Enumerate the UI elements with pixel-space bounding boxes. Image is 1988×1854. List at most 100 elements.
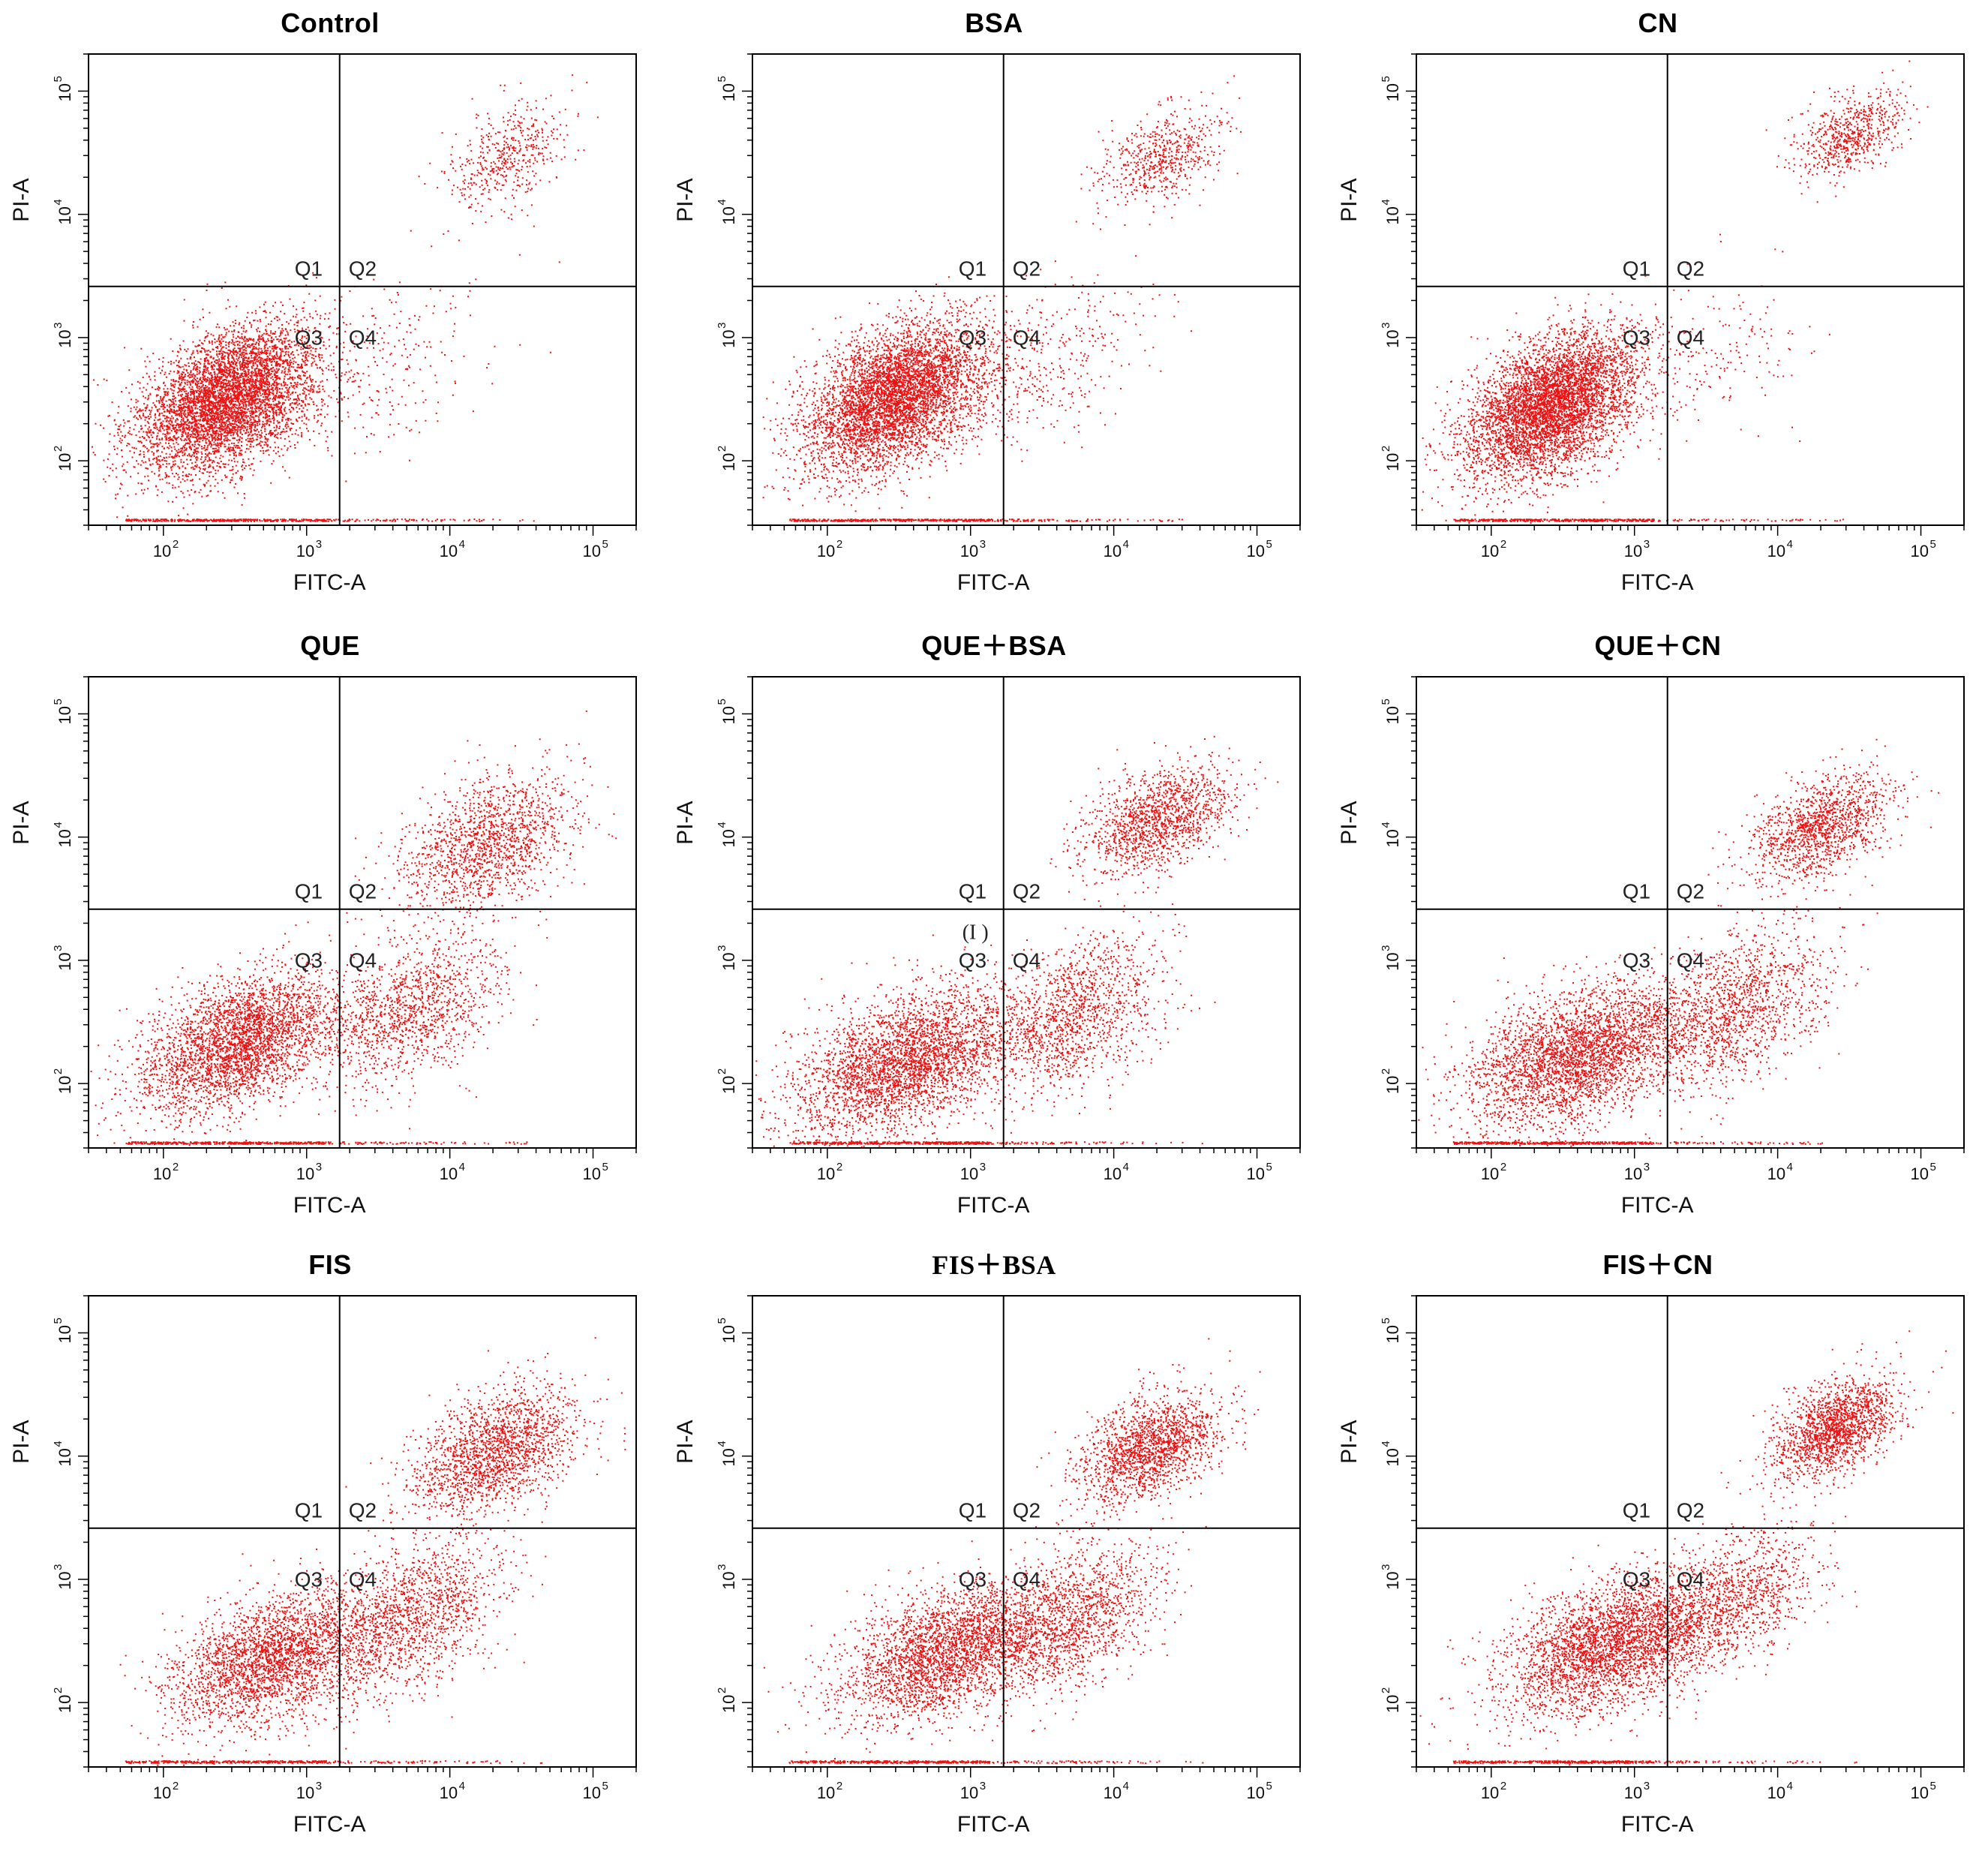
x-tick-label: 10 3 bbox=[1624, 1780, 1650, 1802]
axis-ticks bbox=[1406, 1295, 1965, 1777]
cell-events bbox=[1418, 738, 1940, 1147]
y-axis-label: PI-A bbox=[9, 1420, 34, 1464]
q4-label: Q4 bbox=[1677, 326, 1704, 350]
y-tick-label: 103 bbox=[1380, 945, 1402, 971]
panel-fis: FIS Q1 Q2 Q3 Q4 10 2 10 3 10 4 10 5 10 2 10 3 10 4 10 5 FITC… bbox=[0, 1242, 660, 1842]
svg-text:10: 10 bbox=[296, 1783, 314, 1802]
q4-label: Q4 bbox=[1677, 1568, 1704, 1591]
svg-text:10: 10 bbox=[1383, 1695, 1402, 1713]
y-tick-label: 103 bbox=[52, 323, 74, 348]
cell-events bbox=[90, 710, 617, 1148]
svg-text:2: 2 bbox=[836, 1780, 842, 1792]
x-tick-label: 10 4 bbox=[1104, 1161, 1129, 1183]
svg-text:10: 10 bbox=[56, 952, 74, 970]
svg-text:10: 10 bbox=[56, 206, 74, 224]
x-tick-label: 10 3 bbox=[296, 1780, 322, 1802]
q2-label: Q2 bbox=[349, 1499, 377, 1522]
svg-text:3: 3 bbox=[1380, 323, 1392, 329]
axis-ticks bbox=[1406, 53, 1965, 536]
svg-text:10: 10 bbox=[960, 542, 978, 560]
panel-title: QUE＋CN bbox=[1594, 630, 1722, 661]
y-tick-label: 104 bbox=[716, 822, 738, 847]
svg-text:5: 5 bbox=[1930, 538, 1936, 551]
svg-text:4: 4 bbox=[1380, 199, 1392, 205]
x-tick-label: 10 3 bbox=[960, 538, 986, 560]
svg-text:10: 10 bbox=[1383, 453, 1402, 471]
svg-text:10: 10 bbox=[1383, 1571, 1402, 1589]
svg-text:2: 2 bbox=[1380, 1687, 1392, 1693]
svg-text:4: 4 bbox=[1787, 1161, 1793, 1173]
axis-ticks bbox=[742, 53, 1301, 536]
y-tick-label: 102 bbox=[1380, 1068, 1402, 1094]
axis-ticks bbox=[742, 1295, 1301, 1777]
svg-text:2: 2 bbox=[173, 1161, 179, 1173]
svg-text:5: 5 bbox=[1266, 1161, 1272, 1173]
x-tick-label: 10 3 bbox=[960, 1161, 986, 1183]
svg-text:10: 10 bbox=[56, 83, 74, 101]
y-tick-label: 105 bbox=[1380, 1318, 1402, 1343]
x-tick-label: 10 2 bbox=[817, 1780, 842, 1802]
x-tick-label: 10 2 bbox=[1481, 1780, 1506, 1802]
panel-title: FIS bbox=[308, 1249, 352, 1280]
data-points bbox=[763, 1338, 1261, 1764]
svg-text:10: 10 bbox=[1383, 829, 1402, 847]
svg-text:3: 3 bbox=[980, 538, 986, 551]
data-points bbox=[762, 75, 1242, 522]
x-tick-label: 10 5 bbox=[1911, 538, 1936, 560]
y-tick-label: 104 bbox=[1380, 199, 1402, 224]
svg-text:10: 10 bbox=[1911, 1164, 1929, 1183]
svg-text:10: 10 bbox=[1767, 1783, 1785, 1802]
svg-text:10: 10 bbox=[1104, 1783, 1122, 1802]
svg-text:3: 3 bbox=[716, 1564, 728, 1570]
y-axis-label: PI-A bbox=[9, 801, 34, 845]
x-tick-label: 10 3 bbox=[1624, 538, 1650, 560]
svg-text:10: 10 bbox=[1383, 1325, 1402, 1343]
panel-que-bsa: QUE＋BSA Q1 Q2 Q3 Q4 (I ) 10 2 10 3 10 4 10 5 10 2 10 3 10… bbox=[664, 623, 1324, 1223]
svg-text:5: 5 bbox=[1380, 699, 1392, 705]
svg-text:4: 4 bbox=[1380, 1441, 1392, 1447]
svg-text:3: 3 bbox=[1644, 1780, 1650, 1792]
x-tick-label: 10 5 bbox=[583, 538, 608, 560]
q3-label: Q3 bbox=[295, 1568, 323, 1591]
svg-text:10: 10 bbox=[56, 829, 74, 847]
svg-text:5: 5 bbox=[1266, 538, 1272, 551]
q2-label: Q2 bbox=[1013, 1499, 1041, 1522]
svg-text:2: 2 bbox=[836, 1161, 842, 1173]
svg-text:4: 4 bbox=[1787, 1780, 1793, 1792]
q3-label: Q3 bbox=[1623, 326, 1650, 350]
svg-text:10: 10 bbox=[960, 1783, 978, 1802]
y-tick-label: 102 bbox=[1380, 1687, 1402, 1713]
svg-text:10: 10 bbox=[1911, 1783, 1929, 1802]
svg-text:10: 10 bbox=[719, 1448, 738, 1466]
svg-text:3: 3 bbox=[52, 323, 65, 329]
svg-text:4: 4 bbox=[459, 538, 465, 551]
panel-fis-bsa: FIS＋BSA Q1 Q2 Q3 Q4 10 2 10 3 10 4 10 5 10 2 10 3 10 4 10 5… bbox=[664, 1242, 1324, 1842]
svg-text:4: 4 bbox=[716, 1441, 728, 1447]
y-tick-label: 102 bbox=[716, 446, 738, 471]
q2-label: Q2 bbox=[1677, 880, 1704, 903]
svg-text:3: 3 bbox=[980, 1780, 986, 1792]
svg-text:2: 2 bbox=[1500, 538, 1506, 551]
x-tick-label: 10 5 bbox=[1247, 1780, 1272, 1802]
svg-text:10: 10 bbox=[440, 1164, 458, 1183]
panel-que: QUE Q1 Q2 Q3 Q4 10 2 10 3 10 4 10 5 10 2 10 3 10 4 10 5 FITC… bbox=[0, 623, 660, 1223]
svg-text:10: 10 bbox=[56, 329, 74, 347]
svg-text:10: 10 bbox=[1104, 1164, 1122, 1183]
q3-label: Q3 bbox=[1623, 1568, 1650, 1591]
svg-text:10: 10 bbox=[719, 206, 738, 224]
q4-label: Q4 bbox=[1013, 326, 1041, 350]
q3-label: Q3 bbox=[295, 949, 323, 972]
svg-text:5: 5 bbox=[1380, 76, 1392, 82]
panel-fis-cn: FIS＋CN Q1 Q2 Q3 Q4 10 2 10 3 10 4 10 5 10 2 10 3 10 4 10 5 F… bbox=[1328, 1242, 1988, 1842]
x-axis-label: FITC-A bbox=[957, 1812, 1030, 1837]
svg-text:10: 10 bbox=[1383, 1448, 1402, 1466]
x-tick-label: 10 5 bbox=[583, 1780, 608, 1802]
panel-cn: CN Q1 Q2 Q3 Q4 10 2 10 3 10 4 10 5 10 2 10 3 10 4 10 5 FITC-… bbox=[1328, 0, 1988, 600]
panel-title: Control bbox=[281, 8, 380, 38]
svg-text:5: 5 bbox=[716, 699, 728, 705]
svg-text:10: 10 bbox=[56, 1325, 74, 1343]
svg-text:4: 4 bbox=[459, 1780, 465, 1792]
y-tick-label: 105 bbox=[716, 76, 738, 101]
q2-label: Q2 bbox=[1013, 880, 1041, 903]
